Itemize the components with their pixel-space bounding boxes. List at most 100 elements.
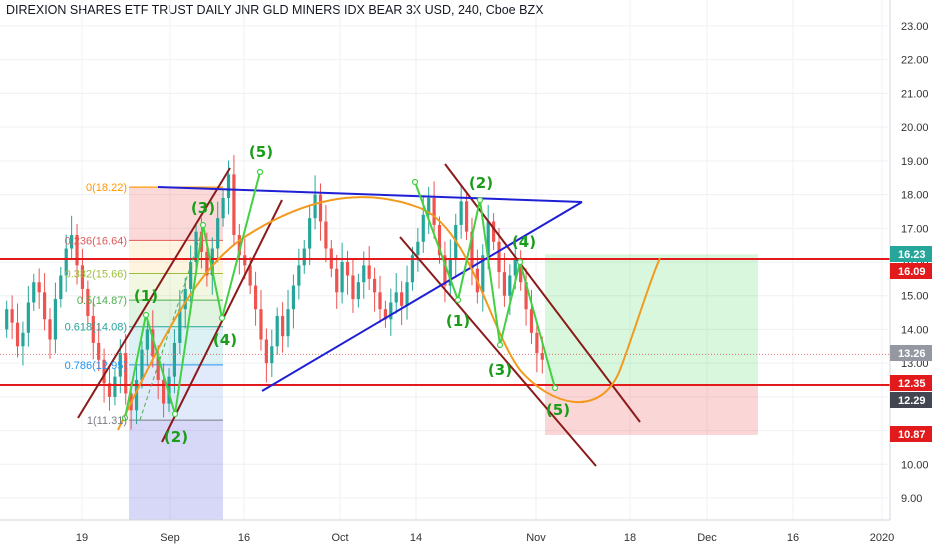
candle-body [394,292,398,303]
candle-body [248,265,252,286]
candle-body [172,342,177,377]
candle-body [243,255,247,266]
wave-labels: (1) (2) (3) (4) (5) (1) (2) (3) (4) (5) [134,143,570,446]
time-axis-label: Sep [160,532,180,544]
wave-label: (3) [191,199,215,217]
candle-body [324,221,328,249]
candle-body [497,241,501,273]
wave-label: (2) [164,428,188,446]
candle-body [351,275,355,300]
price-tag-bg [890,263,932,279]
time-axis-label: 2020 [870,532,894,544]
candle-body [205,251,209,276]
candle-body [508,275,512,296]
candle-body [37,282,41,293]
elliott-wave-path [124,171,261,419]
candle-body [161,379,166,404]
price-tags: 16.23 16.09 13.26 12.35 12.29 10.87 [890,246,932,442]
candle-body [232,174,236,236]
candle-body [313,194,317,219]
wave-point [199,221,207,229]
candle-body [405,282,409,306]
time-axis-label: 14 [410,532,422,544]
triangle-line [157,186,583,203]
wave-point [121,414,129,422]
candle-body [308,218,312,249]
candle-body [540,353,544,360]
wave-point [454,296,462,304]
price-tag-bg [890,246,932,262]
candle-body [513,258,517,276]
candle-body [443,255,447,286]
grid [0,0,888,520]
wave-point [142,311,150,319]
candle-body [124,353,128,394]
price-tag-bg [890,375,932,391]
fib-label: 1(11.31) [87,415,127,427]
wave-label: (4) [512,233,536,251]
candle-body [21,332,25,347]
candle-body [259,309,263,340]
loss-zone [545,385,758,435]
candle-body [427,197,431,215]
candle-body [226,174,231,198]
price-tag: 13.26 [890,345,932,361]
price-tag-bg [890,392,932,408]
wave-label: (5) [546,401,570,419]
candle-body [59,275,63,300]
candle-body [91,315,95,343]
candle-body [437,224,442,256]
fib-label: 0.236(16.64) [65,235,127,247]
price-tag-text: 10.87 [898,429,926,441]
price-axis[interactable]: 23.0022.0021.0020.0019.0018.0017.0016.00… [889,0,929,520]
candle-body [15,322,20,347]
position-zones [129,186,758,520]
wave-label: (2) [469,174,493,192]
time-axis[interactable]: 19 Sep 16 Oct 14 Nov 18 Dec 16 2020 [0,519,894,544]
candle-body [32,282,36,303]
candle-body [253,285,258,310]
profit-zone [545,254,758,386]
price-axis-label: 18.00 [901,190,929,202]
price-axis-label: 14.00 [901,324,929,336]
candle-body [42,292,47,320]
candle-body [80,265,85,289]
candle-body [237,235,241,256]
price-tag: 16.09 [890,263,932,279]
channel-line [77,167,231,419]
price-axis-label: 19.00 [901,156,929,168]
time-axis-label: Nov [526,532,546,544]
candle-body [75,235,79,266]
drawings [0,163,890,467]
candle-body [216,218,220,249]
price-tag-bg [890,426,932,442]
time-axis-label: Oct [331,532,348,544]
fibonacci-labels: 0(18.22) 0.236(16.64) 0.382(15.66) 0.5(14.8… [65,182,127,427]
candle-body [481,255,485,293]
price-axis-label: 15.00 [901,291,929,303]
price-axis-label: 23.00 [901,21,929,33]
triangle-line [261,201,583,392]
candle-body [194,231,198,262]
candle-body [335,268,339,293]
candle-body [97,342,101,360]
candle-body [5,309,9,330]
elliott-wave-path [414,181,556,389]
candle-body [459,201,463,225]
candle-body [502,272,507,296]
candle-body [410,255,415,283]
candle-body [70,235,74,249]
candle-body [64,248,68,276]
candle-body [291,285,296,310]
candle-body [10,309,14,323]
candle-body [416,241,420,256]
wave-label: (1) [134,287,158,305]
price-tag-text: 16.09 [898,266,926,278]
price-axis-label: 22.00 [901,55,929,67]
candle-body [151,329,155,357]
fib-band [129,187,223,241]
candle-body [140,349,144,380]
price-tag-text: 12.29 [898,395,926,407]
time-axis-label: Dec [697,532,717,544]
